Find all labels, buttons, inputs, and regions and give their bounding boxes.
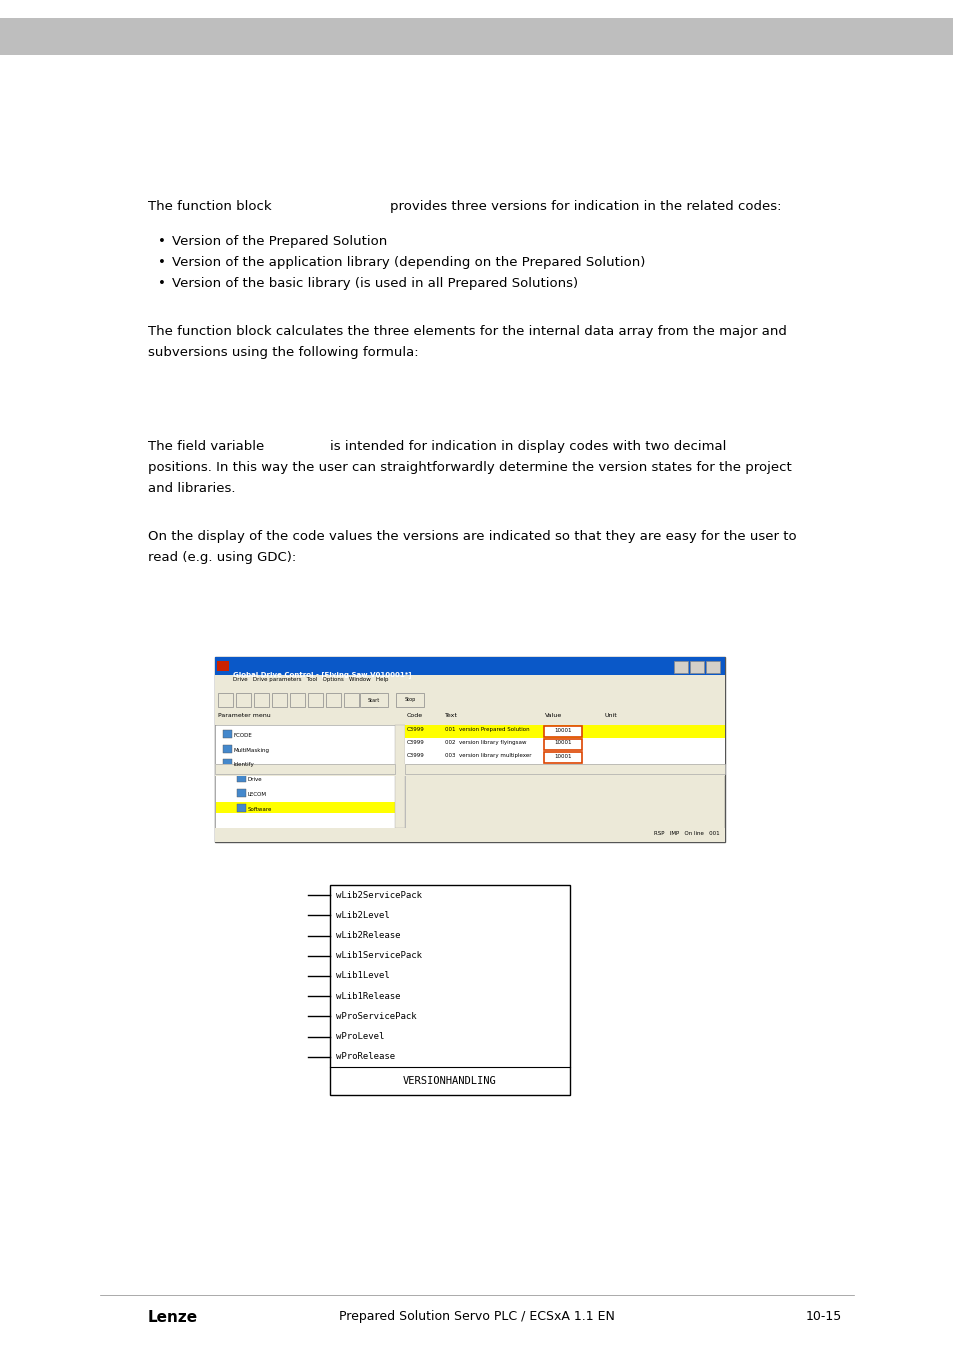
Text: •: • bbox=[158, 256, 166, 269]
Text: wLib2Level: wLib2Level bbox=[335, 911, 390, 919]
FancyBboxPatch shape bbox=[253, 693, 269, 707]
Text: Code: Code bbox=[407, 713, 423, 718]
FancyBboxPatch shape bbox=[405, 738, 724, 751]
Text: wProRelease: wProRelease bbox=[335, 1053, 395, 1061]
Text: Software: Software bbox=[248, 806, 273, 811]
FancyBboxPatch shape bbox=[215, 802, 403, 813]
FancyBboxPatch shape bbox=[214, 657, 724, 842]
Text: 10001: 10001 bbox=[554, 728, 571, 733]
Text: Parameter menu: Parameter menu bbox=[218, 713, 271, 718]
Text: Version of the Prepared Solution: Version of the Prepared Solution bbox=[172, 235, 387, 248]
FancyBboxPatch shape bbox=[395, 693, 423, 707]
Text: Version of the basic library (is used in all Prepared Solutions): Version of the basic library (is used in… bbox=[172, 277, 578, 290]
FancyBboxPatch shape bbox=[223, 760, 232, 767]
Text: •: • bbox=[158, 235, 166, 248]
FancyBboxPatch shape bbox=[214, 764, 724, 776]
FancyBboxPatch shape bbox=[214, 828, 724, 842]
FancyBboxPatch shape bbox=[308, 693, 323, 707]
Text: Start: Start bbox=[368, 698, 379, 702]
Text: Identify: Identify bbox=[233, 763, 254, 767]
Text: Drive   Drive parameters   Tool   Options   Window   Help: Drive Drive parameters Tool Options Wind… bbox=[233, 676, 388, 682]
FancyBboxPatch shape bbox=[272, 693, 287, 707]
Text: Unit: Unit bbox=[604, 713, 618, 718]
FancyBboxPatch shape bbox=[344, 693, 358, 707]
Text: Drive: Drive bbox=[248, 778, 262, 782]
FancyBboxPatch shape bbox=[405, 725, 724, 738]
Text: VERSIONHANDLING: VERSIONHANDLING bbox=[403, 1076, 497, 1085]
Text: RSP   IMP   On line   001: RSP IMP On line 001 bbox=[654, 832, 720, 836]
Text: Value: Value bbox=[544, 713, 561, 718]
FancyBboxPatch shape bbox=[405, 711, 724, 725]
Text: is intended for indication in display codes with two decimal: is intended for indication in display co… bbox=[330, 440, 725, 454]
FancyBboxPatch shape bbox=[405, 751, 724, 764]
Text: Lenze: Lenze bbox=[148, 1310, 198, 1324]
Text: The function block: The function block bbox=[148, 200, 272, 213]
FancyBboxPatch shape bbox=[214, 764, 395, 774]
FancyBboxPatch shape bbox=[395, 725, 405, 828]
FancyBboxPatch shape bbox=[361, 693, 376, 707]
Text: The field variable: The field variable bbox=[148, 440, 264, 454]
Text: 10001: 10001 bbox=[554, 741, 571, 745]
Text: wProLevel: wProLevel bbox=[335, 1033, 384, 1041]
FancyBboxPatch shape bbox=[214, 675, 724, 688]
FancyBboxPatch shape bbox=[214, 711, 405, 725]
Text: Stop: Stop bbox=[404, 698, 416, 702]
FancyBboxPatch shape bbox=[673, 662, 687, 674]
FancyBboxPatch shape bbox=[236, 788, 246, 796]
FancyBboxPatch shape bbox=[236, 803, 246, 811]
FancyBboxPatch shape bbox=[543, 752, 581, 763]
Text: wLib1Level: wLib1Level bbox=[335, 972, 390, 980]
Text: read (e.g. using GDC):: read (e.g. using GDC): bbox=[148, 551, 296, 564]
Text: wProServicePack: wProServicePack bbox=[335, 1012, 416, 1021]
FancyBboxPatch shape bbox=[405, 764, 724, 774]
Text: Text: Text bbox=[444, 713, 457, 718]
FancyBboxPatch shape bbox=[236, 774, 246, 782]
Text: C3999: C3999 bbox=[407, 753, 424, 757]
Text: 001  version Prepared Solution: 001 version Prepared Solution bbox=[444, 728, 529, 732]
Text: wLib2Release: wLib2Release bbox=[335, 931, 400, 940]
Text: subversions using the following formula:: subversions using the following formula: bbox=[148, 346, 418, 359]
FancyBboxPatch shape bbox=[290, 693, 305, 707]
FancyBboxPatch shape bbox=[705, 662, 720, 674]
Text: provides three versions for indication in the related codes:: provides three versions for indication i… bbox=[390, 200, 781, 213]
FancyBboxPatch shape bbox=[543, 726, 581, 737]
Text: 10-15: 10-15 bbox=[805, 1310, 841, 1323]
FancyBboxPatch shape bbox=[214, 688, 724, 711]
FancyBboxPatch shape bbox=[330, 886, 569, 1095]
Text: positions. In this way the user can straightforwardly determine the version stat: positions. In this way the user can stra… bbox=[148, 460, 791, 474]
FancyBboxPatch shape bbox=[235, 693, 251, 707]
FancyBboxPatch shape bbox=[218, 693, 233, 707]
Text: The function block calculates the three elements for the internal data array fro: The function block calculates the three … bbox=[148, 325, 786, 338]
Text: 003  version library multiplexer: 003 version library multiplexer bbox=[444, 753, 531, 757]
FancyBboxPatch shape bbox=[326, 693, 340, 707]
Text: Prepared Solution Servo PLC / ECSxA 1.1 EN: Prepared Solution Servo PLC / ECSxA 1.1 … bbox=[338, 1310, 615, 1323]
Text: and libraries.: and libraries. bbox=[148, 482, 235, 495]
Text: FCODE: FCODE bbox=[233, 733, 253, 738]
FancyBboxPatch shape bbox=[223, 730, 232, 738]
Text: Version of the application library (depending on the Prepared Solution): Version of the application library (depe… bbox=[172, 256, 644, 269]
FancyBboxPatch shape bbox=[216, 662, 229, 671]
FancyBboxPatch shape bbox=[214, 657, 724, 675]
Text: Global Drive Control - [Flying Saw V010001*]: Global Drive Control - [Flying Saw V0100… bbox=[233, 671, 411, 678]
FancyBboxPatch shape bbox=[0, 18, 953, 55]
Text: MultiMasking: MultiMasking bbox=[233, 748, 270, 753]
Text: C3999: C3999 bbox=[407, 740, 424, 745]
FancyBboxPatch shape bbox=[223, 745, 232, 753]
Text: On the display of the code values the versions are indicated so that they are ea: On the display of the code values the ve… bbox=[148, 531, 796, 543]
Text: 10001: 10001 bbox=[554, 753, 571, 759]
FancyBboxPatch shape bbox=[543, 738, 581, 751]
Text: wLib1ServicePack: wLib1ServicePack bbox=[335, 952, 421, 960]
Text: •: • bbox=[158, 277, 166, 290]
Text: wLib2ServicePack: wLib2ServicePack bbox=[335, 891, 421, 899]
FancyBboxPatch shape bbox=[359, 693, 388, 707]
FancyBboxPatch shape bbox=[214, 725, 405, 828]
Text: 002  version library flyingsaw: 002 version library flyingsaw bbox=[444, 740, 526, 745]
Text: wLib1Release: wLib1Release bbox=[335, 992, 400, 1000]
Text: C3999: C3999 bbox=[407, 728, 424, 732]
FancyBboxPatch shape bbox=[689, 662, 703, 674]
Text: LECOM: LECOM bbox=[248, 792, 267, 796]
